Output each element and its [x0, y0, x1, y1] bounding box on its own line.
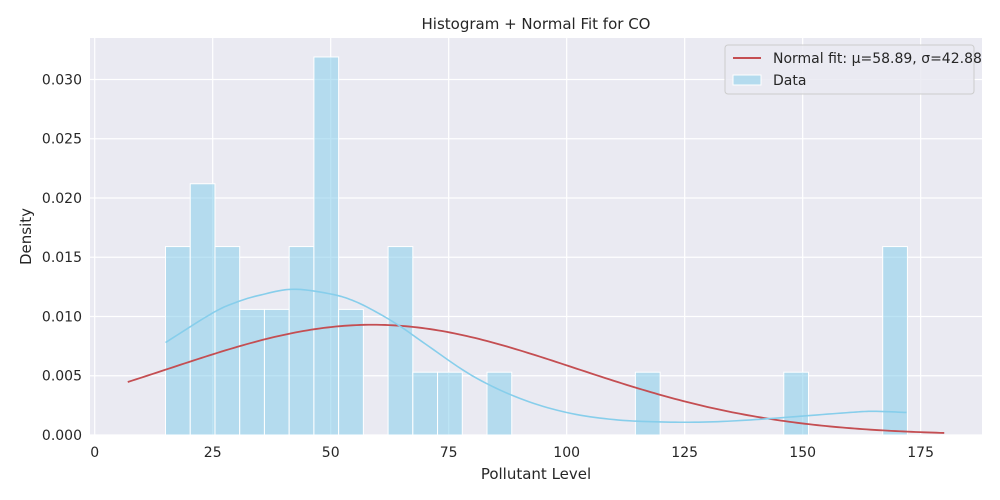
histogram-bar-10: [412, 371, 439, 436]
histogram-bar-13: [486, 371, 513, 436]
x-tick-label-2: 50: [322, 445, 340, 461]
legend-label-data: Data: [773, 73, 806, 89]
chart-title: Histogram + Normal Fit for CO: [422, 15, 651, 33]
legend-swatch-data: [732, 74, 762, 86]
y-tick-label-1: 0.005: [42, 369, 82, 385]
histogram-bar-5: [288, 246, 315, 436]
histogram-bar-25: [783, 371, 810, 436]
y-tick-label-4: 0.020: [42, 191, 82, 207]
y-tick-label-6: 0.030: [42, 72, 82, 88]
y-axis-label: Density: [17, 208, 35, 265]
histogram-bar-11: [437, 371, 463, 436]
x-tick-label-5: 125: [671, 445, 698, 461]
histogram-bar-9: [387, 246, 414, 436]
histogram-bar-3: [239, 308, 265, 436]
tick-labels: 0 25 50 75 100 125 150 175 0.000 0.005 0.010 0.015 0…: [42, 72, 934, 461]
x-tick-label-7: 175: [907, 445, 934, 461]
kde-line: [165, 288, 907, 424]
histogram-bar-29: [882, 246, 908, 436]
histogram-bar-7: [338, 308, 364, 436]
y-tick-label-2: 0.010: [42, 309, 82, 325]
histogram-bar-6: [313, 56, 340, 436]
histogram-bar-4: [263, 308, 290, 436]
x-tick-label-1: 25: [204, 445, 222, 461]
histogram-bars: [165, 56, 908, 436]
y-tick-label-3: 0.015: [42, 250, 82, 266]
curves: [127, 288, 945, 434]
x-tick-label-3: 75: [440, 445, 458, 461]
y-tick-label-0: 0.000: [42, 428, 82, 444]
y-tick-label-5: 0.025: [42, 132, 82, 148]
histogram-bar-2: [214, 246, 241, 436]
histogram-bar-1: [189, 183, 216, 436]
histogram-bar-19: [634, 371, 661, 436]
x-axis-label: Pollutant Level: [481, 465, 591, 483]
legend-label-normal-fit: Normal fit: μ=58.89, σ=42.88: [773, 51, 982, 67]
normal-fit-line: [127, 323, 945, 434]
legend: Normal fit: μ=58.89, σ=42.88 Data: [724, 44, 982, 95]
x-tick-label-6: 150: [789, 445, 816, 461]
x-tick-label-4: 100: [553, 445, 580, 461]
x-tick-label-0: 0: [90, 445, 99, 461]
legend-box: [724, 44, 975, 95]
